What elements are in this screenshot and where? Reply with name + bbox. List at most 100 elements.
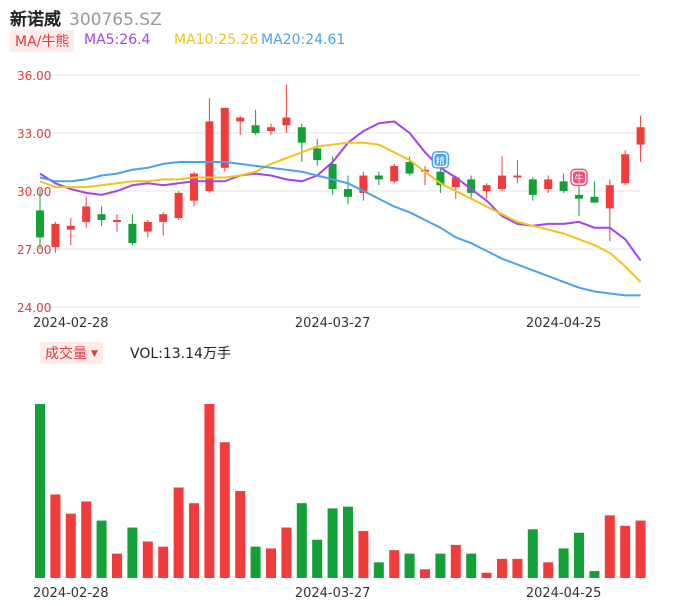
volume-bar — [558, 548, 569, 578]
volume-bar — [635, 520, 646, 578]
y-tick-label: 24.00 — [17, 301, 51, 315]
y-tick-label: 36.00 — [17, 69, 51, 83]
candle-body — [482, 185, 491, 191]
volume-bar — [404, 553, 415, 578]
volume-bar — [281, 527, 292, 578]
volume-bar — [266, 548, 276, 578]
x-tick-label: 2024-03-27 — [295, 316, 371, 331]
candle-body — [251, 125, 260, 133]
candle-body — [559, 181, 568, 191]
volume-bar — [204, 404, 215, 578]
volume-bar — [235, 491, 246, 578]
volume-bar — [574, 532, 584, 578]
candle-body — [205, 121, 214, 191]
volume-bar — [312, 539, 323, 578]
candle-body — [328, 163, 337, 190]
ma-tag-label: MA/牛熊 — [15, 34, 70, 50]
volume-bar — [127, 527, 138, 578]
candle-body — [82, 206, 91, 222]
marker-icon: 精 — [431, 151, 450, 169]
candle-body — [528, 179, 537, 195]
candle-body — [66, 225, 75, 230]
volume-bar — [450, 544, 461, 578]
candle-body — [390, 165, 399, 182]
volume-bar — [389, 550, 400, 578]
candle-body — [513, 175, 522, 178]
candle-body — [174, 192, 183, 219]
volume-legend: VOL:13.14万手 — [130, 346, 231, 362]
volume-bar — [435, 553, 446, 578]
volume-bar — [50, 494, 61, 578]
candle-body — [467, 179, 476, 193]
ma20-legend: MA20:24.61 — [261, 32, 346, 48]
volume-bar — [189, 503, 199, 578]
volume-bar — [512, 558, 523, 578]
volume-bar — [219, 442, 230, 578]
ma5-line — [39, 120, 642, 262]
candle-body — [344, 189, 352, 197]
volume-bar — [620, 525, 631, 578]
candle-body — [374, 175, 383, 180]
candle-body — [51, 223, 60, 248]
stock-header: 新诺威 300765.SZ — [10, 5, 162, 30]
volume-bar — [112, 553, 122, 578]
candle-body — [97, 214, 106, 220]
ma-indicator-tag[interactable]: MA/牛熊 — [10, 30, 75, 52]
x-tick-label: 2024-03-27 — [295, 586, 371, 601]
volume-bar — [420, 569, 430, 578]
ma10-legend: MA10:25.26 — [174, 32, 259, 48]
volume-bar — [543, 562, 554, 578]
candle-body — [590, 196, 599, 203]
candle-body — [297, 127, 306, 143]
candle-body — [359, 175, 368, 193]
marker-fill — [434, 153, 447, 166]
y-tick-label: 27.00 — [17, 243, 51, 257]
volume-bar — [173, 487, 184, 578]
stock-code: 300765.SZ — [69, 10, 162, 30]
candle-body — [113, 220, 121, 222]
volume-bar — [35, 404, 45, 578]
candle-body — [498, 175, 506, 190]
volume-bar — [343, 506, 353, 578]
x-tick-label: 2024-04-25 — [526, 586, 602, 601]
ma20-line — [39, 161, 641, 297]
ma5-legend: MA5:26.4 — [84, 32, 151, 48]
volume-bar — [481, 572, 492, 578]
x-tick-label: 2024-04-25 — [526, 316, 602, 331]
volume-bar — [527, 529, 538, 578]
stock-name: 新诺威 — [10, 10, 61, 30]
volume-tag-label: 成交量 — [45, 346, 87, 362]
volume-bar — [81, 501, 92, 578]
volume-indicator-tag[interactable]: 成交量 ▼ — [40, 342, 103, 364]
candle-body — [143, 221, 152, 232]
candle-body — [575, 194, 583, 199]
candle-body — [451, 177, 460, 188]
volume-bar — [373, 562, 384, 578]
volume-bar — [604, 515, 615, 578]
volume-bar — [158, 546, 169, 578]
volume-bar — [296, 503, 307, 578]
chevron-down-icon: ▼ — [91, 349, 98, 359]
volume-bar — [589, 571, 600, 578]
candle-body — [436, 171, 445, 186]
volume-bar — [250, 546, 261, 578]
candle-body — [267, 127, 275, 132]
volume-bar — [358, 531, 369, 578]
candle-body — [282, 117, 291, 126]
y-tick-label: 33.00 — [17, 127, 51, 141]
volume-bar — [497, 558, 507, 578]
candle-body — [605, 185, 614, 209]
ma10-line — [39, 141, 642, 283]
candle-body — [128, 223, 137, 244]
candle-body — [159, 214, 168, 222]
candle-body — [313, 148, 322, 161]
marker-glyph: 牛 — [574, 172, 583, 184]
volume-bar — [96, 520, 107, 578]
volume-bar — [65, 513, 76, 578]
marker-icon: 牛 — [570, 168, 588, 187]
x-tick-label: 2024-02-28 — [33, 316, 109, 331]
candle-body — [544, 179, 553, 190]
x-tick-label: 2024-02-28 — [33, 586, 109, 601]
marker-glyph: 精 — [436, 155, 445, 167]
